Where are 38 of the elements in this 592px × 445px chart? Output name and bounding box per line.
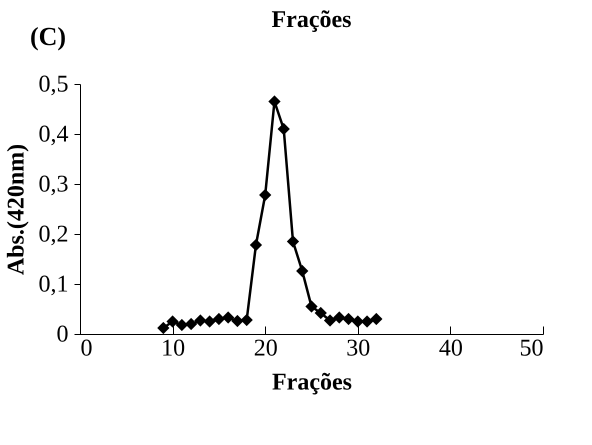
- point: [184, 318, 198, 330]
- point: [204, 315, 216, 328]
- x-tick-label: 30: [346, 336, 370, 362]
- x-tick-label: 10: [161, 336, 186, 362]
- point: [250, 238, 262, 252]
- x-axis-title: Frações: [272, 370, 352, 396]
- point: [352, 315, 364, 328]
- point: [278, 122, 290, 136]
- point: [231, 314, 244, 328]
- point: [333, 311, 346, 324]
- y-tick-label: 0,4: [38, 122, 68, 148]
- text: (C): [30, 22, 66, 52]
- y-tick-label: 0,1: [38, 272, 68, 298]
- point: [314, 306, 327, 320]
- point: [342, 312, 355, 326]
- y-tick-label: 0,2: [38, 222, 68, 248]
- x-tick-label: 0: [80, 336, 92, 362]
- point: [212, 312, 226, 326]
- x-tick-label: 40: [438, 336, 463, 362]
- point: [259, 188, 272, 202]
- point: [194, 314, 207, 327]
- point: [296, 264, 308, 278]
- point: [268, 95, 281, 108]
- y-axis-title: Abs.(420nm): [4, 144, 30, 276]
- x-tick-label: 50: [520, 336, 544, 362]
- point: [305, 300, 318, 313]
- chart-title: Frações: [272, 7, 352, 33]
- point: [176, 318, 188, 332]
- point: [324, 314, 336, 327]
- point: [240, 314, 253, 326]
- point: [166, 315, 179, 328]
- point: [222, 311, 234, 324]
- point: [157, 322, 170, 334]
- point: [370, 312, 382, 326]
- y-tick-label: 0,5: [38, 72, 68, 98]
- point: [286, 235, 300, 248]
- y-tick-label: 0,3: [38, 172, 68, 198]
- x-tick-label: 20: [254, 336, 278, 362]
